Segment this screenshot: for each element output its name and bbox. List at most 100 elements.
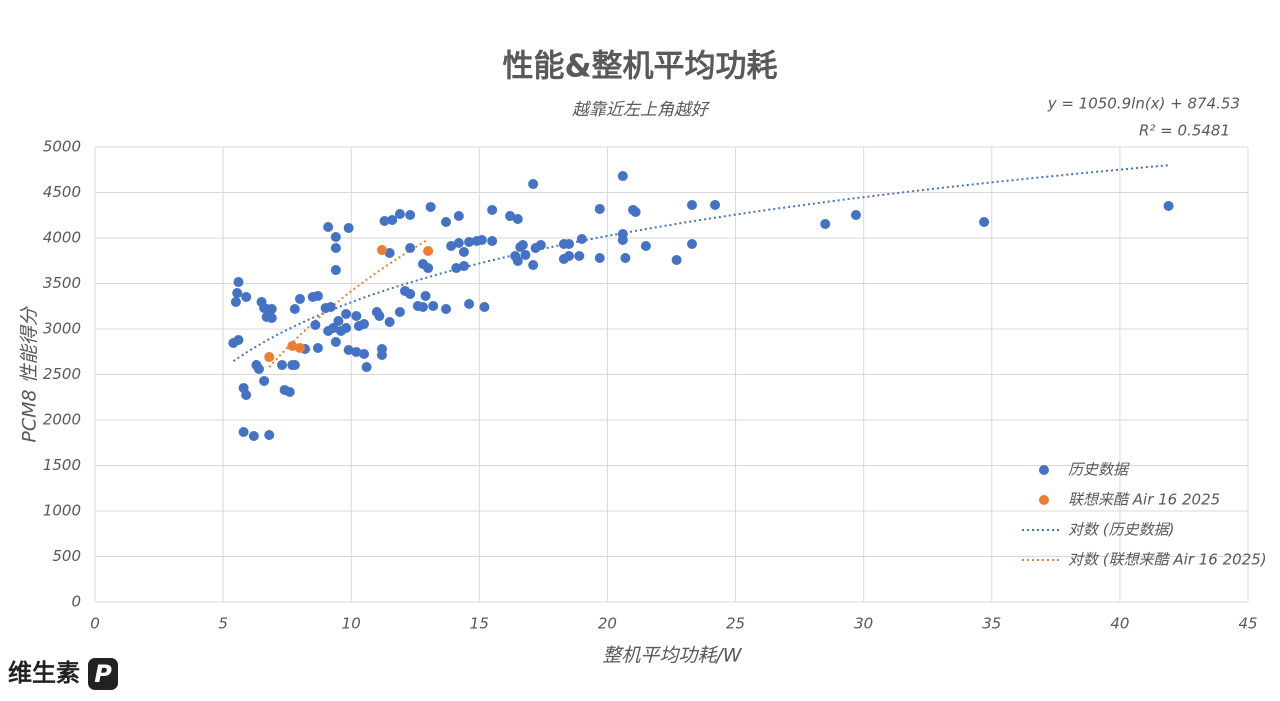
- point: [266, 312, 277, 323]
- point: [1163, 200, 1174, 211]
- trend-r2: R² = 0.5481: [1139, 122, 1230, 140]
- point: [253, 364, 264, 375]
- legend-marker: [1039, 465, 1049, 475]
- point: [233, 335, 244, 346]
- brand-mark: P: [94, 660, 112, 688]
- y-tick-label: 3000: [43, 320, 81, 338]
- x-tick-label: 10: [342, 615, 361, 633]
- point: [379, 215, 390, 226]
- point: [850, 209, 861, 220]
- point: [686, 199, 697, 210]
- point: [241, 291, 252, 302]
- point: [341, 308, 352, 319]
- point: [361, 362, 372, 373]
- point: [384, 316, 395, 327]
- point: [594, 203, 605, 214]
- y-tick-label: 500: [52, 547, 81, 565]
- point: [351, 347, 362, 358]
- point: [287, 341, 298, 352]
- point: [420, 290, 431, 301]
- point: [535, 240, 546, 251]
- chart-title: 性能&整机平均功耗: [502, 49, 777, 85]
- point: [512, 213, 523, 224]
- point: [464, 237, 475, 248]
- point: [640, 241, 651, 252]
- point: [479, 301, 490, 312]
- x-tick-label: 45: [1238, 615, 1257, 633]
- point: [446, 241, 457, 252]
- y-tick-label: 4000: [43, 229, 81, 247]
- point: [330, 337, 341, 348]
- point: [232, 288, 243, 299]
- trendline: [232, 164, 1169, 362]
- x-axis-label: 整机平均功耗/W: [602, 645, 742, 667]
- point: [441, 303, 452, 314]
- legend-label: 历史数据: [1068, 461, 1130, 479]
- point: [325, 301, 336, 312]
- point: [576, 234, 587, 245]
- x-tick-label: 40: [1110, 615, 1129, 633]
- point: [328, 322, 339, 333]
- legend-marker: [1039, 495, 1049, 505]
- point: [310, 319, 321, 330]
- point: [289, 360, 300, 371]
- point: [686, 239, 697, 250]
- x-tick-label: 0: [90, 615, 100, 633]
- point: [312, 343, 323, 354]
- y-tick-label: 0: [71, 593, 81, 611]
- x-tick-label: 15: [470, 615, 489, 633]
- point: [458, 261, 469, 272]
- point: [405, 209, 416, 220]
- point: [671, 255, 682, 266]
- point: [423, 263, 434, 274]
- x-tick-label: 30: [854, 615, 873, 633]
- point: [710, 199, 721, 210]
- y-tick-label: 1000: [43, 502, 81, 520]
- y-tick-label: 3500: [43, 274, 81, 292]
- point: [453, 210, 464, 221]
- y-tick-label: 2000: [43, 411, 81, 429]
- point: [405, 243, 416, 254]
- point: [517, 240, 528, 251]
- point: [312, 290, 323, 301]
- point: [230, 296, 241, 307]
- point: [528, 260, 539, 271]
- point: [374, 310, 385, 321]
- point: [341, 322, 352, 333]
- point: [487, 204, 498, 215]
- point: [574, 251, 585, 262]
- point: [617, 171, 628, 182]
- point: [330, 265, 341, 276]
- point: [417, 301, 428, 312]
- point: [394, 306, 405, 317]
- point: [294, 293, 305, 304]
- point: [423, 246, 434, 257]
- point: [277, 360, 288, 371]
- point: [359, 318, 370, 329]
- point: [351, 310, 362, 321]
- y-tick-label: 1500: [43, 456, 81, 474]
- point: [628, 204, 639, 215]
- point: [441, 216, 452, 227]
- point: [323, 221, 334, 232]
- point: [820, 218, 831, 229]
- brand-badge: [88, 658, 118, 690]
- point: [359, 349, 370, 360]
- point: [266, 303, 277, 314]
- point: [476, 235, 487, 246]
- point: [594, 253, 605, 264]
- point: [451, 263, 462, 274]
- point: [505, 210, 516, 221]
- point: [617, 235, 628, 246]
- point: [487, 236, 498, 247]
- x-tick-label: 25: [726, 615, 745, 633]
- point: [464, 298, 475, 309]
- point: [294, 343, 305, 354]
- x-tick-label: 5: [218, 615, 228, 633]
- point: [528, 179, 539, 190]
- point: [564, 239, 575, 250]
- point: [458, 247, 469, 258]
- point: [284, 386, 295, 397]
- trend-equation: y = 1050.9ln(x) + 874.53: [1047, 95, 1240, 113]
